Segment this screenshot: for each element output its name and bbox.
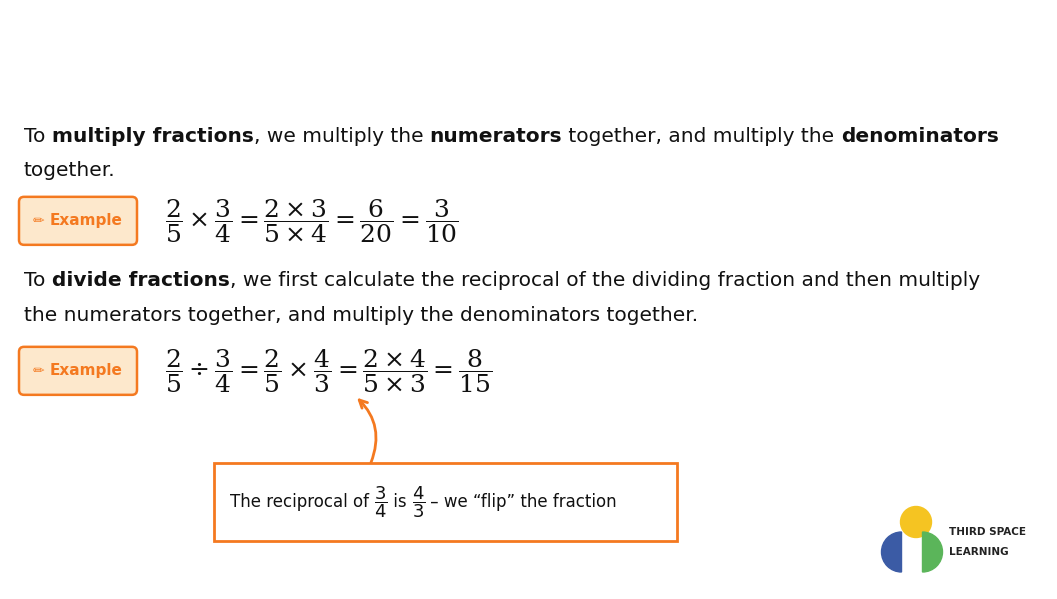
Wedge shape <box>923 532 943 572</box>
Text: multiply fractions: multiply fractions <box>52 128 254 146</box>
Text: To: To <box>24 128 52 146</box>
Text: To: To <box>24 271 52 291</box>
Wedge shape <box>882 532 902 572</box>
FancyBboxPatch shape <box>19 197 137 245</box>
Text: – we “flip” the fraction: – we “flip” the fraction <box>425 493 616 511</box>
Text: THIRD SPACE: THIRD SPACE <box>949 527 1026 537</box>
Text: Multiplying and Dividing Fractions: Multiplying and Dividing Fractions <box>23 31 829 72</box>
Text: together.: together. <box>24 161 115 180</box>
Text: Example: Example <box>50 364 123 379</box>
Text: denominators: denominators <box>840 128 999 146</box>
Text: divide fractions: divide fractions <box>52 271 229 291</box>
Text: numerators: numerators <box>429 128 562 146</box>
Text: The reciprocal of: The reciprocal of <box>230 493 374 511</box>
Text: is: is <box>388 493 411 511</box>
Text: LEARNING: LEARNING <box>949 547 1008 557</box>
Text: together, and multiply the: together, and multiply the <box>562 128 840 146</box>
FancyArrowPatch shape <box>359 400 376 462</box>
Text: $\dfrac{3}{4}$: $\dfrac{3}{4}$ <box>374 484 388 520</box>
Text: ✏: ✏ <box>32 364 43 378</box>
Text: ✏: ✏ <box>32 214 43 228</box>
Text: $\dfrac{4}{3}$: $\dfrac{4}{3}$ <box>411 484 425 520</box>
Text: , we first calculate the reciprocal of the dividing fraction and then multiply: , we first calculate the reciprocal of t… <box>229 271 980 291</box>
Text: $\dfrac{2}{5} \times \dfrac{3}{4} = \dfrac{2 \times 3}{5 \times 4} = \dfrac{6}{2: $\dfrac{2}{5} \times \dfrac{3}{4} = \dfr… <box>165 197 459 245</box>
Text: $\dfrac{2}{5} \div \dfrac{3}{4} = \dfrac{2}{5} \times \dfrac{4}{3} = \dfrac{2 \t: $\dfrac{2}{5} \div \dfrac{3}{4} = \dfrac… <box>165 347 493 395</box>
Circle shape <box>901 507 931 537</box>
Text: , we multiply the: , we multiply the <box>254 128 429 146</box>
Text: Example: Example <box>50 213 123 228</box>
FancyBboxPatch shape <box>214 463 676 541</box>
FancyBboxPatch shape <box>19 347 137 395</box>
Text: the numerators together, and multiply the denominators together.: the numerators together, and multiply th… <box>24 306 698 325</box>
